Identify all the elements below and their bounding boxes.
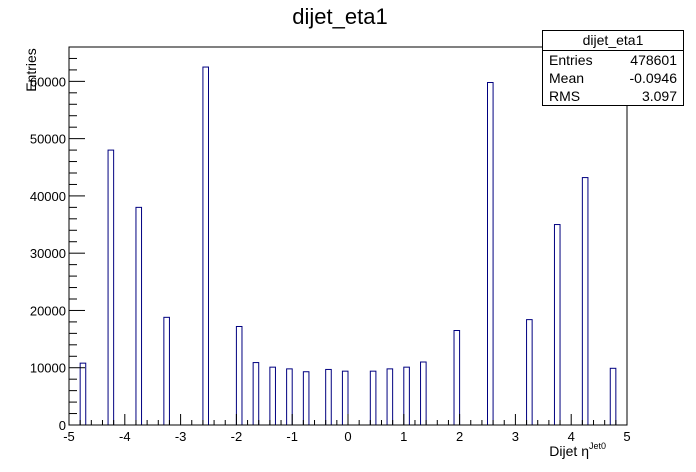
x-axis-label-superscript: Jet0 bbox=[589, 441, 606, 451]
histogram-bar bbox=[369, 370, 377, 426]
histogram-bar bbox=[325, 368, 332, 426]
x-tick-label: 2 bbox=[456, 429, 463, 444]
stats-value: 478601 bbox=[630, 52, 677, 68]
chart-title: dijet_eta1 bbox=[292, 4, 387, 29]
x-tick-label: -4 bbox=[119, 429, 131, 444]
histogram-bar bbox=[107, 149, 115, 426]
histogram-bar bbox=[403, 366, 410, 426]
y-tick-label: 40000 bbox=[30, 189, 66, 204]
histogram-bar bbox=[386, 368, 394, 426]
histogram-bar bbox=[286, 368, 293, 426]
stats-label: RMS bbox=[549, 88, 581, 104]
histogram-bar bbox=[135, 206, 143, 426]
y-tick-label: 60000 bbox=[30, 74, 66, 89]
x-tick-label: 3 bbox=[512, 429, 519, 444]
histogram-bar bbox=[252, 362, 260, 426]
x-tick-label: 5 bbox=[623, 429, 630, 444]
histogram-bar bbox=[302, 371, 310, 426]
x-tick-label: -1 bbox=[286, 429, 298, 444]
histogram-bar bbox=[526, 319, 533, 426]
stats-row-entries: Entries 478601 bbox=[543, 51, 683, 69]
histogram-bar bbox=[341, 370, 349, 426]
x-tick-label: -2 bbox=[231, 429, 243, 444]
x-tick-label: 4 bbox=[568, 429, 575, 444]
y-tick-label: 0 bbox=[59, 418, 66, 433]
histogram-bar bbox=[202, 66, 209, 426]
x-tick-label: 0 bbox=[344, 429, 351, 444]
x-axis: -5 -4 -3 -2 -1 0 1 2 3 4 5 bbox=[63, 414, 631, 444]
stats-label: Entries bbox=[549, 52, 593, 68]
x-tick-label: 1 bbox=[400, 429, 407, 444]
stats-row-rms: RMS 3.097 bbox=[543, 87, 683, 105]
histogram-bar bbox=[553, 224, 561, 426]
y-tick-label: 50000 bbox=[30, 132, 66, 147]
x-axis-label-text: Dijet η bbox=[549, 443, 589, 459]
stats-title: dijet_eta1 bbox=[543, 31, 683, 51]
y-axis-label: Entries bbox=[23, 48, 39, 92]
y-axis: 0 10000 20000 30000 40000 50000 60000 bbox=[30, 46, 85, 433]
histogram-bar bbox=[581, 177, 589, 426]
y-tick-label: 30000 bbox=[30, 246, 66, 261]
stats-row-mean: Mean -0.0946 bbox=[543, 69, 683, 87]
y-tick-label: 20000 bbox=[30, 303, 66, 318]
stats-value: 3.097 bbox=[641, 88, 677, 104]
x-tick-label: -5 bbox=[63, 429, 75, 444]
histogram-bars bbox=[79, 66, 617, 426]
y-tick-label: 10000 bbox=[30, 361, 66, 376]
histogram-bar bbox=[235, 325, 243, 426]
histogram-bar bbox=[609, 367, 617, 426]
histogram-bar bbox=[453, 330, 461, 426]
histogram-bar bbox=[163, 316, 170, 426]
histogram-bar bbox=[420, 361, 427, 426]
histogram-bar bbox=[79, 362, 87, 426]
x-axis-label: Dijet ηJet0 bbox=[549, 441, 606, 459]
x-tick-label: -3 bbox=[175, 429, 187, 444]
stats-box: dijet_eta1 Entries 478601 Mean -0.0946 R… bbox=[542, 30, 684, 106]
stats-label: Mean bbox=[549, 70, 585, 86]
histogram-bar bbox=[269, 366, 276, 426]
stats-value: -0.0946 bbox=[629, 70, 677, 86]
histogram-bar bbox=[487, 82, 494, 426]
